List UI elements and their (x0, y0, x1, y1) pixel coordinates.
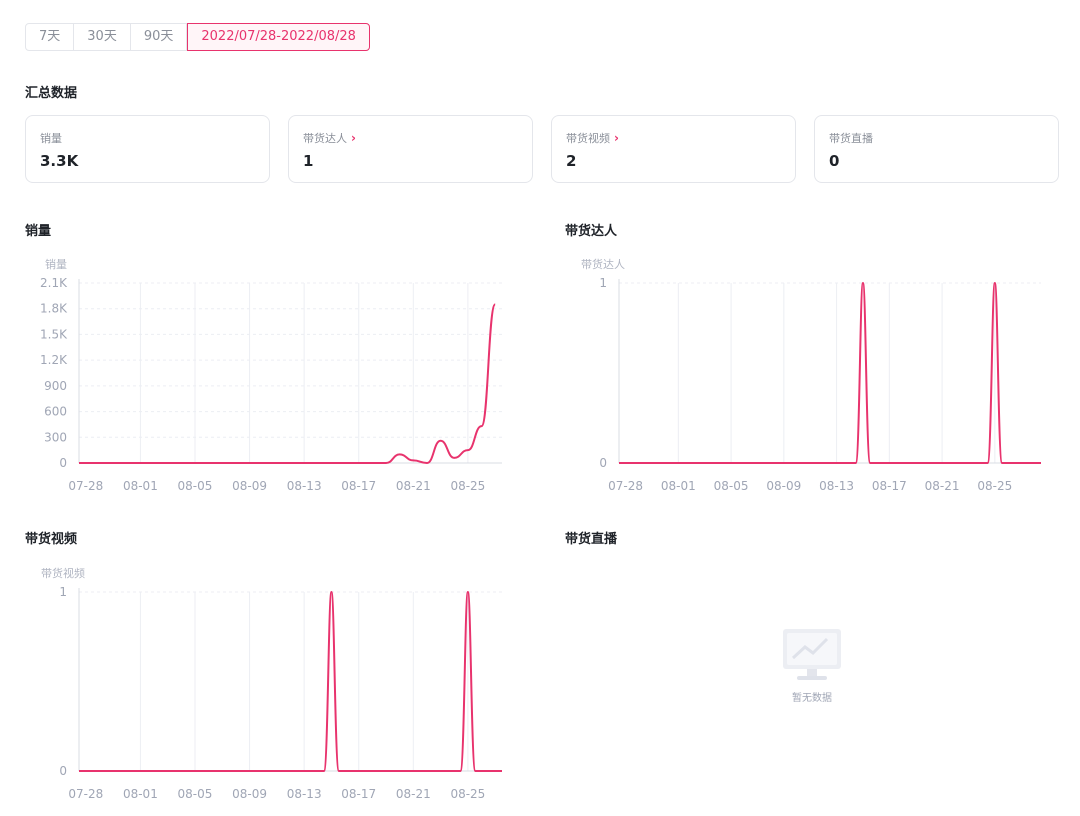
x-tick-label: 08-25 (450, 787, 485, 801)
y-tick-label: 2.1K (40, 276, 68, 290)
chart-unit-label: 带货达人 (581, 257, 625, 271)
card-value: 1 (303, 152, 314, 170)
card-label: 带货直播 (829, 132, 873, 145)
tab-7-days[interactable]: 7天 (25, 23, 75, 51)
card-value: 2 (566, 152, 577, 170)
x-tick-label: 08-01 (661, 479, 696, 493)
y-tick-label: 1 (59, 585, 67, 599)
y-tick-label: 1 (599, 276, 607, 290)
series-line (79, 591, 502, 772)
y-tick-label: 1.2K (40, 353, 68, 367)
x-tick-label: 08-25 (450, 479, 485, 493)
summary-card-sales: 销量 3.3K (25, 115, 270, 183)
date-range-tabs: 7天 30天 90天 2022/07/28-2022/08/28 (25, 23, 370, 51)
y-tick-label: 1.5K (40, 327, 68, 341)
monitor-chart-icon (783, 629, 841, 680)
chart-unit-label: 销量 (45, 257, 67, 271)
y-tick-label: 600 (44, 405, 67, 419)
x-tick-label: 08-13 (287, 787, 322, 801)
x-tick-label: 08-09 (766, 479, 801, 493)
x-tick-label: 07-28 (68, 787, 103, 801)
empty-state: 暂无数据 (765, 625, 859, 704)
x-tick-label: 08-17 (341, 787, 376, 801)
x-tick-label: 08-09 (232, 479, 267, 493)
x-tick-label: 08-01 (123, 479, 158, 493)
y-tick-label: 0 (59, 456, 67, 470)
x-tick-label: 08-21 (925, 479, 960, 493)
x-tick-label: 08-17 (341, 479, 376, 493)
tab-30-days[interactable]: 30天 (73, 23, 131, 51)
x-tick-label: 08-21 (396, 787, 431, 801)
chart-title-live: 带货直播 (565, 532, 618, 547)
y-tick-label: 0 (59, 764, 67, 778)
x-tick-label: 08-13 (287, 479, 322, 493)
series-line (79, 303, 497, 464)
summary-card-live: 带货直播 0 (814, 115, 1059, 183)
y-tick-label: 0 (599, 456, 607, 470)
x-tick-label: 08-09 (232, 787, 267, 801)
x-tick-label: 08-13 (819, 479, 854, 493)
x-tick-label: 08-05 (714, 479, 749, 493)
card-value: 3.3K (40, 152, 79, 170)
tab-custom-range[interactable]: 2022/07/28-2022/08/28 (187, 23, 370, 51)
card-value: 0 (829, 152, 840, 170)
series-line (619, 282, 1041, 464)
x-tick-label: 08-05 (178, 479, 213, 493)
tab-90-days[interactable]: 90天 (129, 23, 188, 51)
card-label: 带货视频 › (566, 131, 619, 145)
empty-text: 暂无数据 (792, 693, 832, 704)
chart-title-videos: 带货视频 (25, 532, 78, 547)
y-tick-label: 1.8K (40, 302, 68, 316)
x-tick-label: 07-28 (68, 479, 103, 493)
x-tick-label: 08-21 (396, 479, 431, 493)
x-tick-label: 08-01 (123, 787, 158, 801)
card-label: 销量 (40, 132, 62, 145)
x-tick-label: 08-05 (178, 787, 213, 801)
x-tick-label: 07-28 (608, 479, 643, 493)
chart-unit-label: 带货视频 (41, 566, 85, 580)
chart-title-sales: 销量 (25, 224, 52, 239)
y-tick-label: 900 (44, 379, 67, 393)
summary-card-videos[interactable]: 带货视频 › 2 (551, 115, 796, 183)
x-tick-label: 08-17 (872, 479, 907, 493)
chevron-right-icon[interactable]: › (351, 131, 356, 145)
card-label: 带货达人 › (303, 131, 356, 145)
summary-card-creators[interactable]: 带货达人 › 1 (288, 115, 533, 183)
summary-title: 汇总数据 (25, 86, 78, 101)
x-tick-label: 08-25 (977, 479, 1012, 493)
chevron-right-icon[interactable]: › (614, 131, 619, 145)
y-tick-label: 300 (44, 430, 67, 444)
chart-title-creators: 带货达人 (565, 224, 618, 239)
